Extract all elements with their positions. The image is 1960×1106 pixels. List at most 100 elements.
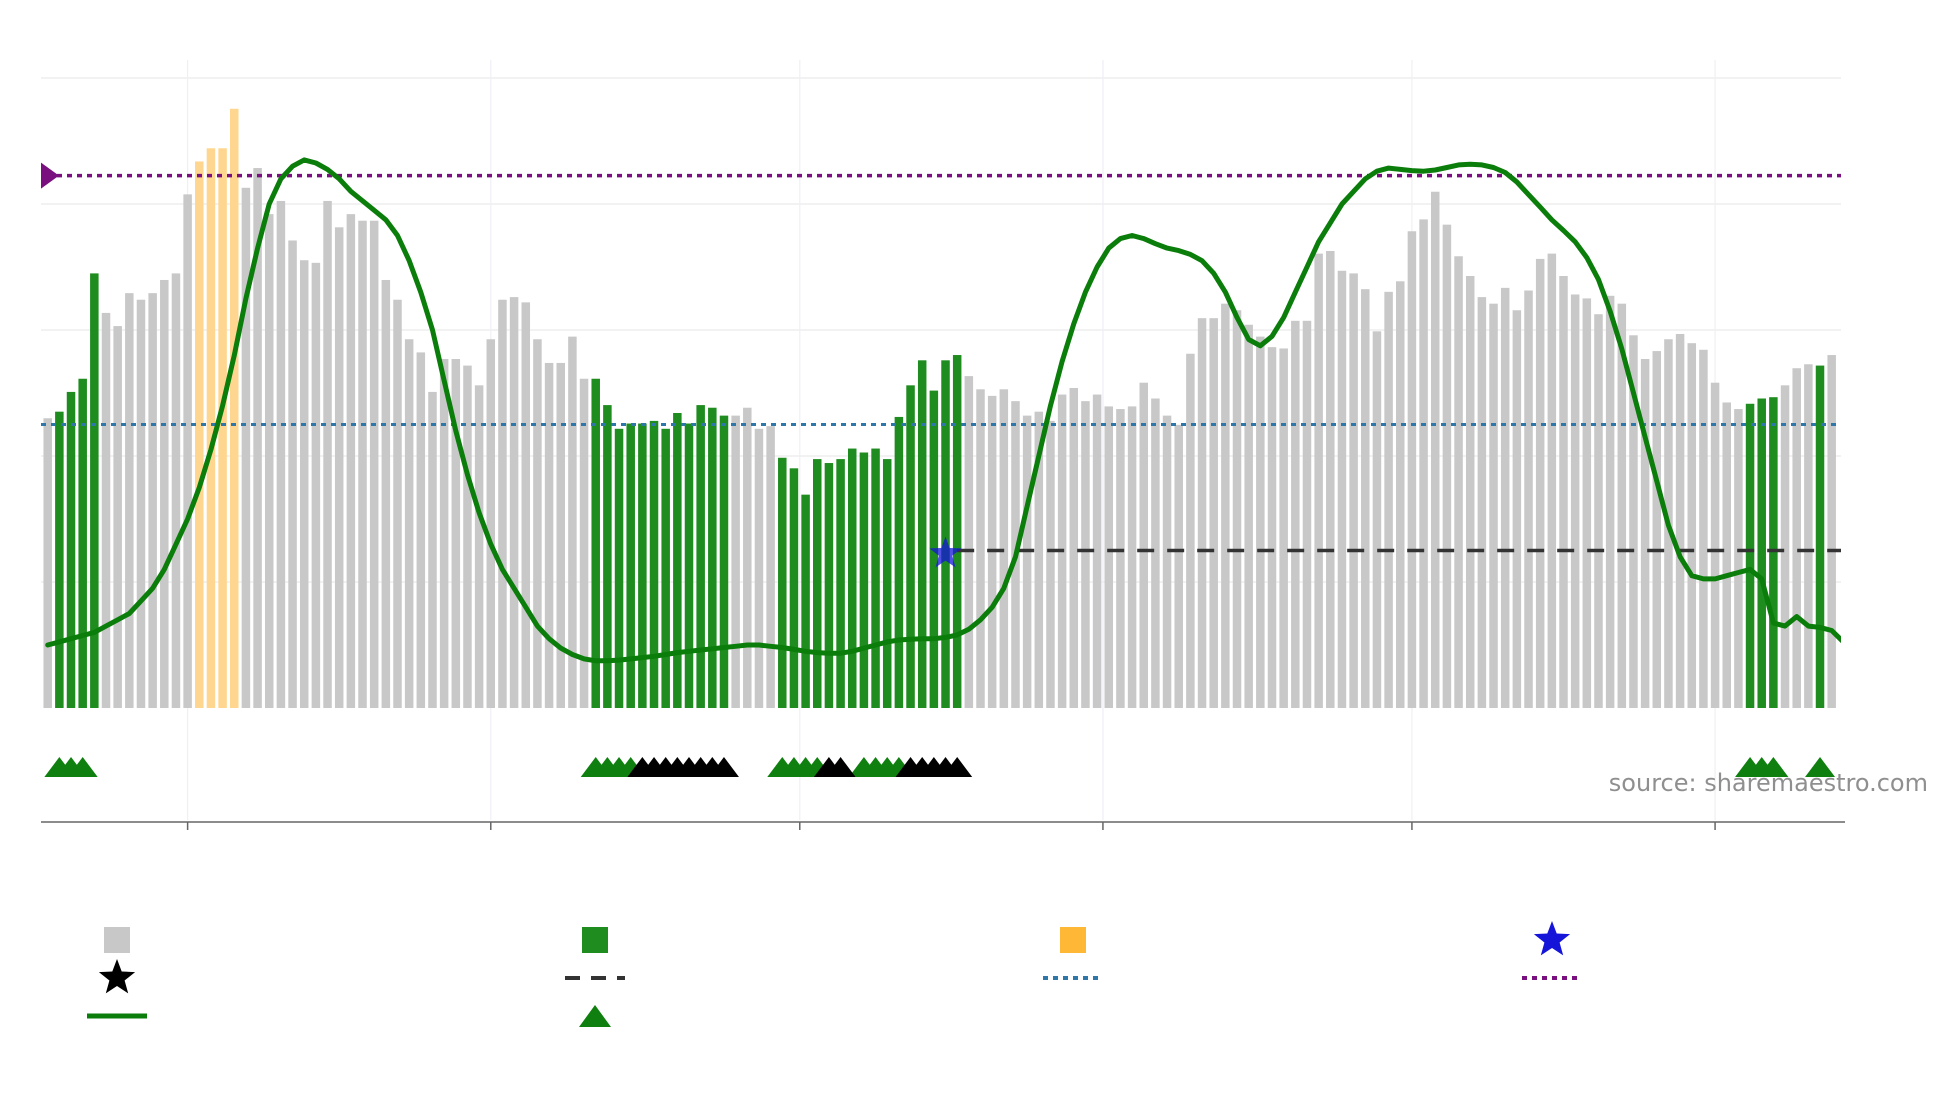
accumulation-bar	[824, 463, 834, 708]
accumulation-bar	[847, 448, 857, 708]
close-price-bar	[509, 297, 519, 708]
accumulation-bar	[906, 385, 915, 708]
close-price-bar	[1232, 310, 1242, 708]
accumulation-bar	[626, 423, 635, 708]
close-price-bar	[1710, 382, 1720, 708]
close-price-bar	[171, 273, 181, 708]
close-price-bar	[1314, 253, 1323, 708]
close-price-bar	[1046, 420, 1055, 708]
accumulation-bar	[1769, 397, 1778, 708]
close-price-bar	[1780, 385, 1790, 708]
close-price-bar	[754, 428, 764, 708]
accumulation-marker	[67, 757, 98, 777]
close-price-bar	[533, 339, 542, 708]
legend-dtl-swatch	[1060, 927, 1086, 953]
close-price-bar	[1617, 303, 1627, 708]
close-price-bar	[1221, 303, 1230, 708]
close-price-bar	[1267, 347, 1277, 708]
close-price-bar	[1442, 224, 1452, 708]
close-price-bar	[369, 220, 379, 708]
close-price-bar	[486, 339, 496, 708]
close-price-bar	[1430, 191, 1440, 709]
accumulation-bar	[78, 378, 87, 708]
close-price-bar	[1512, 310, 1522, 708]
close-price-bar	[43, 418, 52, 708]
accumulation-bar	[1745, 403, 1755, 708]
accumulation-bar	[789, 468, 799, 708]
legend-accumulation-swatch	[582, 927, 608, 953]
close-price-bar	[556, 362, 565, 708]
close-price-bar	[1535, 258, 1545, 708]
accumulation-bar	[859, 452, 869, 708]
close-price-bar	[1361, 289, 1370, 708]
accumulation-bar	[941, 360, 950, 708]
dtl-breached-bar	[206, 148, 216, 708]
legend-accumulation-triangle	[579, 1005, 611, 1027]
close-price-bar	[1372, 331, 1382, 708]
accumulation-marker	[1805, 757, 1836, 777]
close-price-bar	[346, 214, 356, 709]
accumulation-bar	[719, 415, 729, 708]
close-price-bar	[1279, 348, 1288, 708]
close-price-bar	[463, 365, 472, 708]
accumulation-bar	[614, 428, 624, 708]
accumulation-bar	[603, 405, 612, 708]
close-price-bar	[544, 362, 554, 708]
close-price-bar	[1699, 349, 1708, 708]
close-price-bar	[579, 378, 589, 708]
close-price-bar	[1326, 251, 1335, 708]
close-price-bar	[1792, 368, 1801, 708]
close-price-bar	[1500, 287, 1510, 708]
close-price-bar	[1489, 303, 1498, 708]
close-price-bar	[125, 293, 134, 708]
close-price-bar	[1022, 415, 1032, 708]
close-price-bar	[288, 240, 297, 708]
investor-buy-marker	[708, 757, 739, 777]
close-price-bar	[521, 302, 531, 708]
dtl-breached-bar	[218, 148, 227, 708]
legend-close-price-swatch	[104, 927, 130, 953]
accumulation-bar	[55, 411, 64, 708]
close-price-bar	[1302, 320, 1312, 708]
close-price-bar	[1244, 324, 1253, 708]
accumulation-bar	[673, 412, 682, 708]
close-price-bar	[1524, 290, 1533, 708]
accumulation-bar	[882, 459, 892, 708]
accumulation-bar	[813, 459, 822, 708]
close-price-bar	[743, 407, 752, 708]
close-price-bar	[1256, 336, 1265, 708]
close-price-bar	[160, 279, 169, 708]
accumulation-bar	[591, 378, 600, 708]
accumulation-bar	[952, 355, 962, 708]
close-price-bar	[113, 326, 122, 708]
close-price-bar	[1547, 253, 1557, 708]
accumulation-bar	[90, 273, 99, 708]
close-price-bar	[334, 227, 344, 709]
close-price-bar	[276, 200, 286, 708]
close-price-bar	[1477, 297, 1487, 708]
close-price-bar	[148, 293, 157, 708]
smart-money-buy-star	[929, 536, 962, 568]
legend-investor-buy-star	[98, 959, 136, 994]
close-price-bar	[1162, 415, 1172, 708]
accumulation-bar	[66, 391, 76, 708]
close-price-bar	[264, 214, 274, 709]
close-price-bar	[474, 385, 484, 708]
close-price-bar	[1629, 335, 1638, 708]
close-price-bar	[1337, 270, 1347, 708]
close-price-bar	[1291, 320, 1300, 708]
close-price-bar	[451, 359, 461, 708]
close-price-bar	[1092, 394, 1102, 708]
close-price-bar	[1139, 382, 1148, 708]
close-price-bar	[439, 359, 449, 708]
accumulation-marker	[1758, 757, 1789, 777]
dtl-breached-bar	[195, 161, 204, 708]
close-price-bar	[1151, 398, 1160, 708]
close-price-bar	[766, 426, 775, 708]
close-price-bar	[1559, 276, 1568, 708]
close-price-bar	[1069, 387, 1079, 708]
close-price-bar	[1349, 273, 1358, 708]
close-price-bar	[428, 391, 437, 708]
close-price-bar	[1104, 406, 1114, 708]
